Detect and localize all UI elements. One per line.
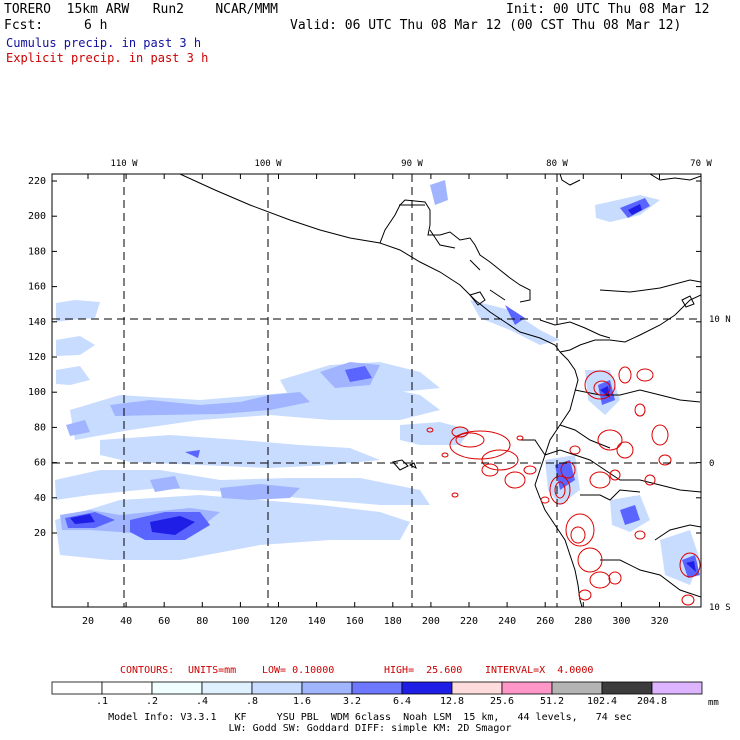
colorbar-label: .2 bbox=[146, 696, 158, 707]
lon-label-70w: 70 W bbox=[690, 159, 712, 169]
colorbar-swatch bbox=[351, 681, 403, 695]
init-time: Init: 00 UTC Thu 08 Mar 12 bbox=[506, 2, 710, 17]
precip-shading-layer bbox=[55, 180, 700, 585]
x-tick-label: 40 bbox=[120, 616, 132, 627]
y-tick-label: 180 bbox=[28, 246, 46, 257]
contours-high: HIGH= 25.600 bbox=[384, 665, 463, 676]
x-tick-label: 100 bbox=[231, 616, 249, 627]
colorbar-label: .8 bbox=[246, 696, 258, 707]
model-info-line1: Model Info: V3.3.1 KF YSU PBL WDM 6class… bbox=[108, 712, 632, 723]
x-tick-label: 140 bbox=[308, 616, 326, 627]
x-tick-label: 20 bbox=[82, 616, 94, 627]
forecast-label: Fcst: bbox=[4, 18, 44, 33]
x-tick-label: 80 bbox=[196, 616, 208, 627]
model-title: TORERO 15km ARW Run2 NCAR/MMM bbox=[4, 2, 278, 17]
x-axis: 20 40 60 80 100 120 140 160 180 200 220 240 260 280 30… bbox=[82, 174, 669, 627]
y-tick-label: 220 bbox=[28, 176, 46, 187]
x-tick-label: 260 bbox=[536, 616, 554, 627]
colorbar-label: 12.8 bbox=[440, 696, 464, 707]
lon-label-80w: 80 W bbox=[546, 159, 568, 169]
y-tick-label: 140 bbox=[28, 317, 46, 328]
colorbar-label: 6.4 bbox=[393, 696, 411, 707]
longitude-labels: 110 W 100 W 90 W 80 W 70 W bbox=[110, 159, 712, 169]
contours-label: CONTOURS: bbox=[120, 665, 175, 676]
lat-label-0: 0 bbox=[709, 459, 714, 469]
x-tick-label: 120 bbox=[269, 616, 287, 627]
colorbar-label: .1 bbox=[96, 696, 108, 707]
colorbar-label: .4 bbox=[196, 696, 208, 707]
y-tick-label: 100 bbox=[28, 387, 46, 398]
plot-frame bbox=[51, 173, 702, 608]
latitude-labels: 10 N 0 10 S bbox=[709, 315, 731, 613]
y-tick-label: 80 bbox=[34, 422, 46, 433]
x-tick-label: 300 bbox=[612, 616, 630, 627]
x-tick-label: 160 bbox=[346, 616, 364, 627]
cumulus-legend-label: Cumulus precip. in past 3 h bbox=[6, 36, 202, 50]
forecast-hour: 6 h bbox=[84, 18, 108, 33]
colorbar-unit: mm bbox=[708, 698, 719, 708]
colorbar-label: 204.8 bbox=[637, 696, 667, 707]
colorbar-swatch bbox=[101, 681, 153, 695]
colorbar-swatch bbox=[551, 681, 603, 695]
x-tick-label: 60 bbox=[158, 616, 170, 627]
latlon-grid bbox=[52, 174, 701, 607]
y-tick-label: 60 bbox=[34, 458, 46, 469]
explicit-legend-label: Explicit precip. in past 3 h bbox=[6, 51, 209, 65]
contours-low: LOW= 0.10000 bbox=[262, 665, 335, 676]
x-tick-label: 280 bbox=[574, 616, 592, 627]
y-tick-label: 20 bbox=[34, 528, 46, 539]
colorbar-label: 1.6 bbox=[293, 696, 311, 707]
x-tick-label: 180 bbox=[384, 616, 402, 627]
colorbar-swatch bbox=[401, 681, 453, 695]
y-tick-label: 200 bbox=[28, 211, 46, 222]
lon-label-110w: 110 W bbox=[110, 159, 138, 169]
lat-label-10n: 10 N bbox=[709, 315, 731, 325]
colorbar-label: 25.6 bbox=[490, 696, 514, 707]
colorbar-swatch bbox=[301, 681, 353, 695]
colorbar-swatch bbox=[601, 681, 653, 695]
colorbar-label: 102.4 bbox=[587, 696, 617, 707]
contours-units: UNITS=mm bbox=[188, 665, 237, 676]
colorbar-swatch bbox=[151, 681, 203, 695]
colorbar-swatch bbox=[201, 681, 253, 695]
y-tick-label: 120 bbox=[28, 352, 46, 363]
lat-label-10s: 10 S bbox=[709, 603, 731, 613]
y-tick-label: 160 bbox=[28, 282, 46, 293]
colorbar-label: 51.2 bbox=[540, 696, 564, 707]
precip-colorbar: .1 .2 .4 .8 1.6 3.2 6.4 12.8 25.6 51.2 102.4 204.8 bbox=[51, 681, 703, 707]
colorbar-swatch bbox=[651, 681, 703, 695]
valid-time: Valid: 06 UTC Thu 08 Mar 12 (00 CST Thu … bbox=[290, 18, 682, 33]
contours-interval: INTERVAL=X 4.0000 bbox=[485, 665, 594, 676]
coastlines bbox=[179, 174, 701, 607]
colorbar-swatch bbox=[51, 681, 103, 695]
x-tick-label: 320 bbox=[650, 616, 668, 627]
y-tick-label: 40 bbox=[34, 493, 46, 504]
explicit-precip-contours bbox=[426, 366, 701, 606]
colorbar-label: 3.2 bbox=[343, 696, 361, 707]
colorbar-swatch bbox=[501, 681, 553, 695]
lon-label-100w: 100 W bbox=[254, 159, 282, 169]
y-axis: 220 200 180 160 140 120 100 80 60 40 20 bbox=[28, 176, 701, 539]
colorbar-swatch bbox=[251, 681, 303, 695]
x-tick-label: 240 bbox=[498, 616, 516, 627]
x-tick-label: 220 bbox=[460, 616, 478, 627]
colorbar-swatch bbox=[451, 681, 503, 695]
model-info-line2: LW: Godd SW: Goddard DIFF: simple KM: 2D… bbox=[228, 723, 512, 734]
lon-label-90w: 90 W bbox=[401, 159, 423, 169]
x-tick-label: 200 bbox=[422, 616, 440, 627]
